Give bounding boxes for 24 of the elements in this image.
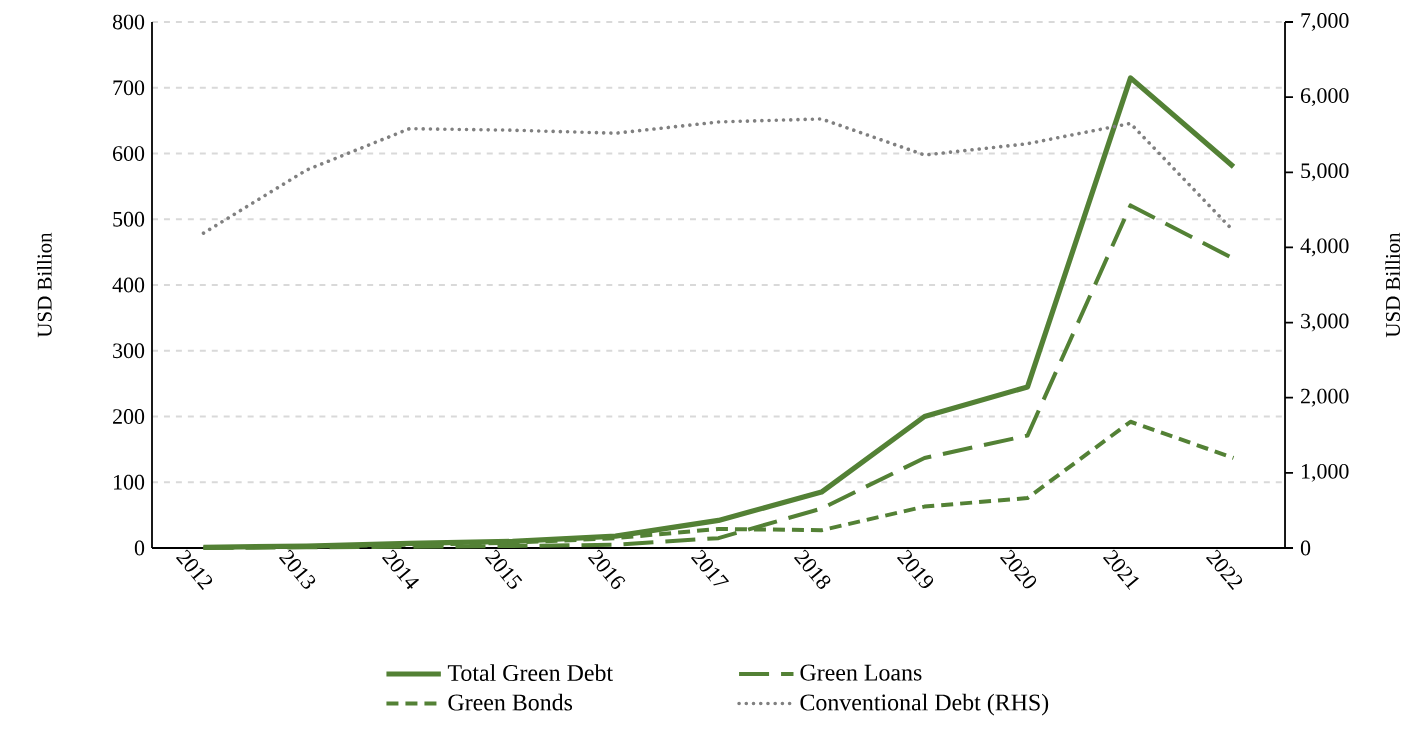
y2-tick-label: 7,000 — [1301, 13, 1349, 31]
y-tick-label: 500 — [113, 211, 145, 227]
x-tick-label: 2017 — [690, 549, 730, 586]
y2-tick-label: 0 — [1300, 540, 1311, 556]
legend-label: Green Bonds — [448, 693, 573, 711]
legend-label: Conventional Debt (RHS) — [800, 693, 1049, 716]
y-tick-label: 600 — [113, 146, 145, 161]
y2-tick-label: 6,000 — [1300, 88, 1349, 107]
y2-tick-label: 2,000 — [1301, 388, 1349, 407]
y2-axis-title: USD Billion — [1385, 232, 1401, 338]
y-axis-title: USD Billion — [37, 232, 52, 338]
y2-tick-label: 5,000 — [1301, 163, 1349, 182]
legend-label: Green Loans — [800, 664, 922, 681]
y-tick-label: 400 — [112, 277, 145, 293]
y2-tick-label: 4,000 — [1300, 238, 1349, 257]
y2-tick-label: 3,000 — [1301, 313, 1349, 332]
y-tick-label: 200 — [113, 409, 145, 424]
y-tick-label: 700 — [113, 80, 145, 96]
legend-label: Total Green Debt — [447, 664, 613, 682]
y-tick-label: 300 — [113, 343, 145, 359]
y-tick-label: 0 — [134, 540, 145, 556]
y-tick-label: 800 — [112, 14, 145, 30]
y2-tick-label: 1,000 — [1301, 463, 1349, 482]
y-tick-label: 100 — [114, 474, 145, 490]
